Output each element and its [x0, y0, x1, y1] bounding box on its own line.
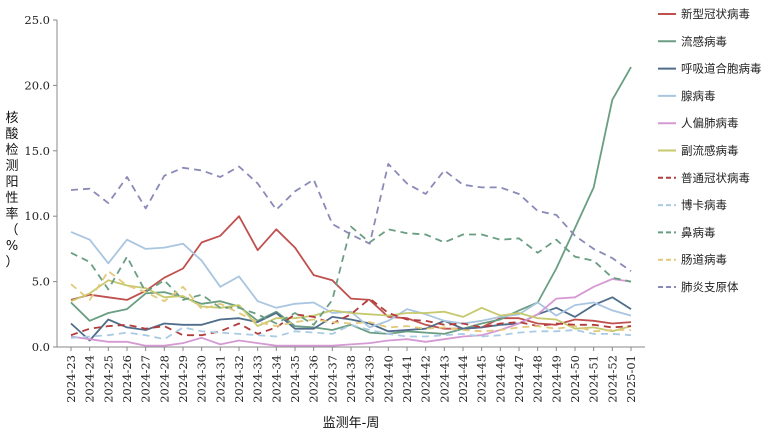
x-tick-label: 2024-27 [139, 355, 153, 403]
x-tick-label: 2024-28 [157, 355, 171, 403]
x-tick-label: 2024-47 [512, 355, 526, 403]
legend-label: 呼吸道合胞病毒 [681, 62, 762, 76]
legend-label: 博卡病毒 [681, 198, 727, 212]
x-tick-label: 2024-37 [325, 355, 339, 403]
x-tick-label: 2024-51 [587, 355, 601, 403]
legend-label: 鼻病毒 [681, 225, 716, 239]
x-tick-label: 2024-33 [251, 355, 265, 403]
y-tick-label: 10.0 [24, 209, 50, 223]
x-tick-label: 2024-44 [456, 355, 470, 403]
legend-label: 副流感病毒 [681, 144, 739, 158]
x-tick-label: 2024-34 [269, 355, 283, 403]
x-tick-label: 2025-01 [624, 355, 638, 403]
x-tick-label: 2024-26 [120, 355, 134, 403]
chart-legend: 新型冠状病毒流感病毒呼吸道合胞病毒腺病毒人偏肺病毒副流感病毒普通冠状病毒博卡病毒… [658, 7, 762, 294]
x-tick-label: 2024-23 [64, 355, 78, 403]
x-tick-label: 2024-32 [232, 355, 246, 403]
legend-label: 肺炎支原体 [681, 280, 739, 294]
series-line-10 [70, 162, 632, 272]
series-line-5 [70, 279, 632, 333]
y-tick-label: 5.0 [32, 275, 50, 289]
x-tick-label: 2024-43 [437, 355, 451, 403]
series-line-4 [70, 278, 632, 347]
x-tick-label: 2024-24 [83, 355, 97, 403]
x-tick-label: 2024-29 [176, 355, 190, 403]
legend-label: 肠道病毒 [681, 253, 727, 267]
x-tick-label: 2024-50 [568, 355, 582, 403]
x-tick-label: 2024-30 [195, 355, 209, 403]
x-tick-label: 2024-36 [307, 355, 321, 403]
x-tick-label: 2024-40 [381, 355, 395, 403]
legend-label: 新型冠状病毒 [681, 7, 750, 21]
series-line-1 [70, 66, 632, 335]
series-line-8 [70, 225, 632, 326]
series-line-9 [70, 270, 631, 333]
x-tick-label: 2024-48 [531, 355, 545, 403]
y-axis-label: 核酸检测阳性率（%） [5, 111, 18, 270]
y-tick-label: 0.0 [32, 340, 50, 354]
x-tick-label: 2024-42 [419, 355, 433, 403]
y-tick-label: 20.0 [24, 78, 50, 92]
x-tick-label: 2024-31 [213, 355, 227, 403]
series-line-0 [70, 215, 632, 330]
series-line-3 [70, 231, 632, 329]
y-tick-label: 15.0 [24, 144, 50, 158]
y-tick-label: 25.0 [24, 13, 50, 27]
x-tick-label: 2024-35 [288, 355, 302, 403]
x-axis-label: 监测年-周 [323, 416, 380, 431]
x-tick-label: 2024-49 [549, 355, 563, 403]
x-tick-label: 2024-46 [493, 355, 507, 403]
series-line-6 [70, 297, 632, 337]
x-tick-label: 2024-52 [605, 355, 619, 403]
legend-label: 流感病毒 [681, 34, 727, 48]
x-tick-label: 2024-45 [475, 355, 489, 403]
chart-axes: 0.0 5.0 10.0 15.0 20.0 25.0 2024-23 2024-24 2024… [5, 13, 645, 403]
x-tick-label: 2024-39 [363, 355, 377, 403]
legend-label: 腺病毒 [681, 89, 716, 103]
x-tick-label: 2024-38 [344, 355, 358, 403]
legend-label: 人偏肺病毒 [681, 116, 739, 130]
chart-series-lines [70, 66, 632, 347]
legend-label: 普通冠状病毒 [681, 171, 750, 185]
x-tick-label: 2024-41 [400, 355, 414, 403]
x-tick-label: 2024-25 [101, 355, 115, 403]
